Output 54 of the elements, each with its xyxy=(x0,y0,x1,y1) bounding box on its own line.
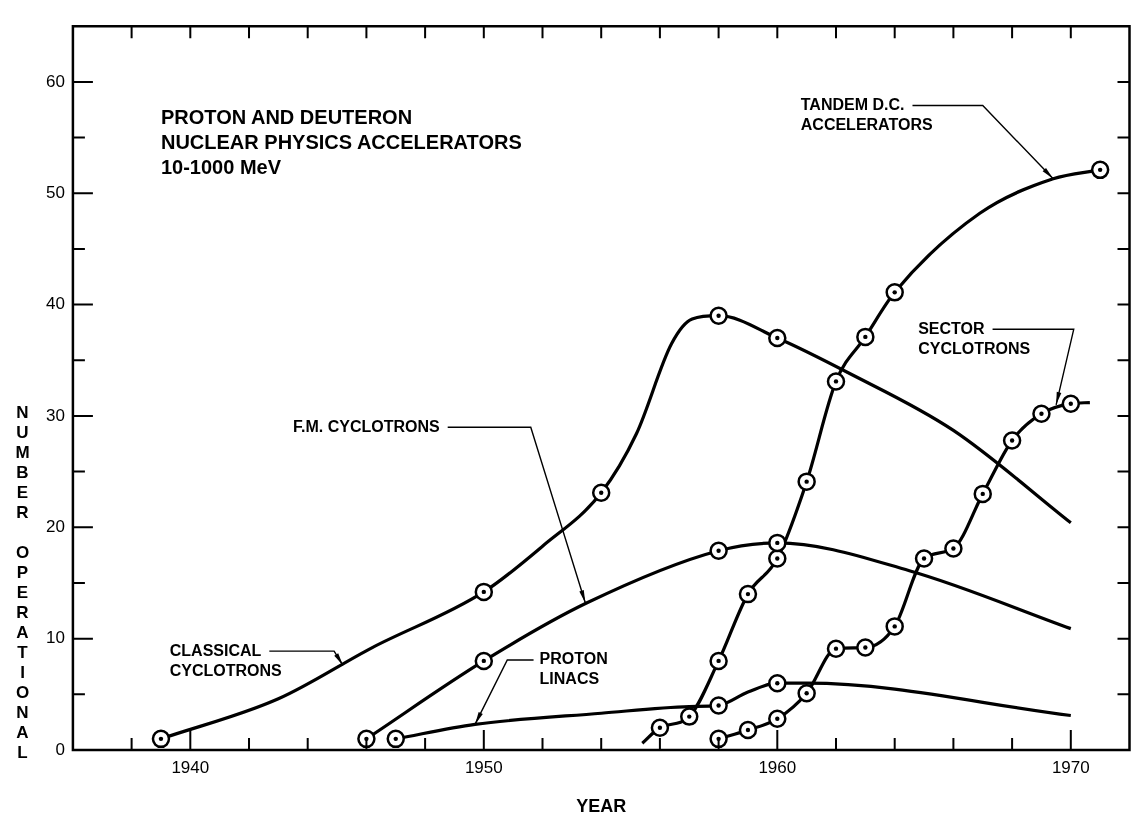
point xyxy=(797,683,816,703)
point xyxy=(914,549,934,568)
point xyxy=(709,651,728,671)
y-tick-label: 60 xyxy=(45,71,65,91)
point xyxy=(591,483,611,503)
point xyxy=(768,673,787,693)
point xyxy=(973,484,992,504)
point xyxy=(738,584,758,604)
point xyxy=(709,541,728,560)
point xyxy=(826,372,846,391)
point xyxy=(709,306,728,325)
point xyxy=(1090,160,1110,180)
point xyxy=(680,707,699,726)
y-tick-label: 30 xyxy=(45,405,65,425)
point xyxy=(856,638,875,657)
y-tick-label: 20 xyxy=(45,516,65,536)
series-label: PROTON LINACS xyxy=(539,650,608,688)
y-tick-label: 10 xyxy=(45,628,65,648)
y-axis-title: NUMBER OPERATIONAL xyxy=(13,403,32,763)
x-tick-label: 1970 xyxy=(1051,757,1090,777)
point xyxy=(386,729,406,749)
point xyxy=(797,472,816,491)
y-tick-label: 0 xyxy=(55,739,65,759)
point xyxy=(650,718,670,737)
point xyxy=(768,328,787,348)
point xyxy=(768,549,787,568)
point xyxy=(856,327,875,347)
point xyxy=(768,533,787,553)
x-tick-label: 1940 xyxy=(171,757,210,777)
text: F.M. CYCLOTRONS xyxy=(293,417,441,435)
x-tick-label: 1950 xyxy=(464,757,503,777)
point xyxy=(709,729,728,749)
point xyxy=(709,696,728,715)
point xyxy=(1032,404,1051,423)
text: PROTON AND DEUTERON NUCLEAR PHYSICS ACCELERATORS 10-1000 MeV xyxy=(160,106,522,179)
point xyxy=(768,709,787,729)
point xyxy=(357,729,376,749)
point xyxy=(826,639,846,658)
y-tick-label: 50 xyxy=(45,182,65,202)
y-tick-label: 40 xyxy=(45,294,65,314)
point xyxy=(151,729,171,749)
point xyxy=(1061,394,1081,413)
point xyxy=(944,539,963,558)
point xyxy=(474,651,494,671)
x-tick-label: 1960 xyxy=(758,757,797,777)
point xyxy=(885,617,904,636)
x-axis-title: YEAR xyxy=(576,796,627,817)
point xyxy=(885,283,904,302)
series-label: CLASSICAL CYCLOTRONS xyxy=(169,641,283,679)
point xyxy=(738,720,758,740)
text: SECTOR CYCLOTRONS xyxy=(918,319,1031,357)
point xyxy=(1002,431,1022,450)
text: TANDEM D.C. ACCELERATORS xyxy=(800,95,933,133)
point xyxy=(474,582,494,602)
